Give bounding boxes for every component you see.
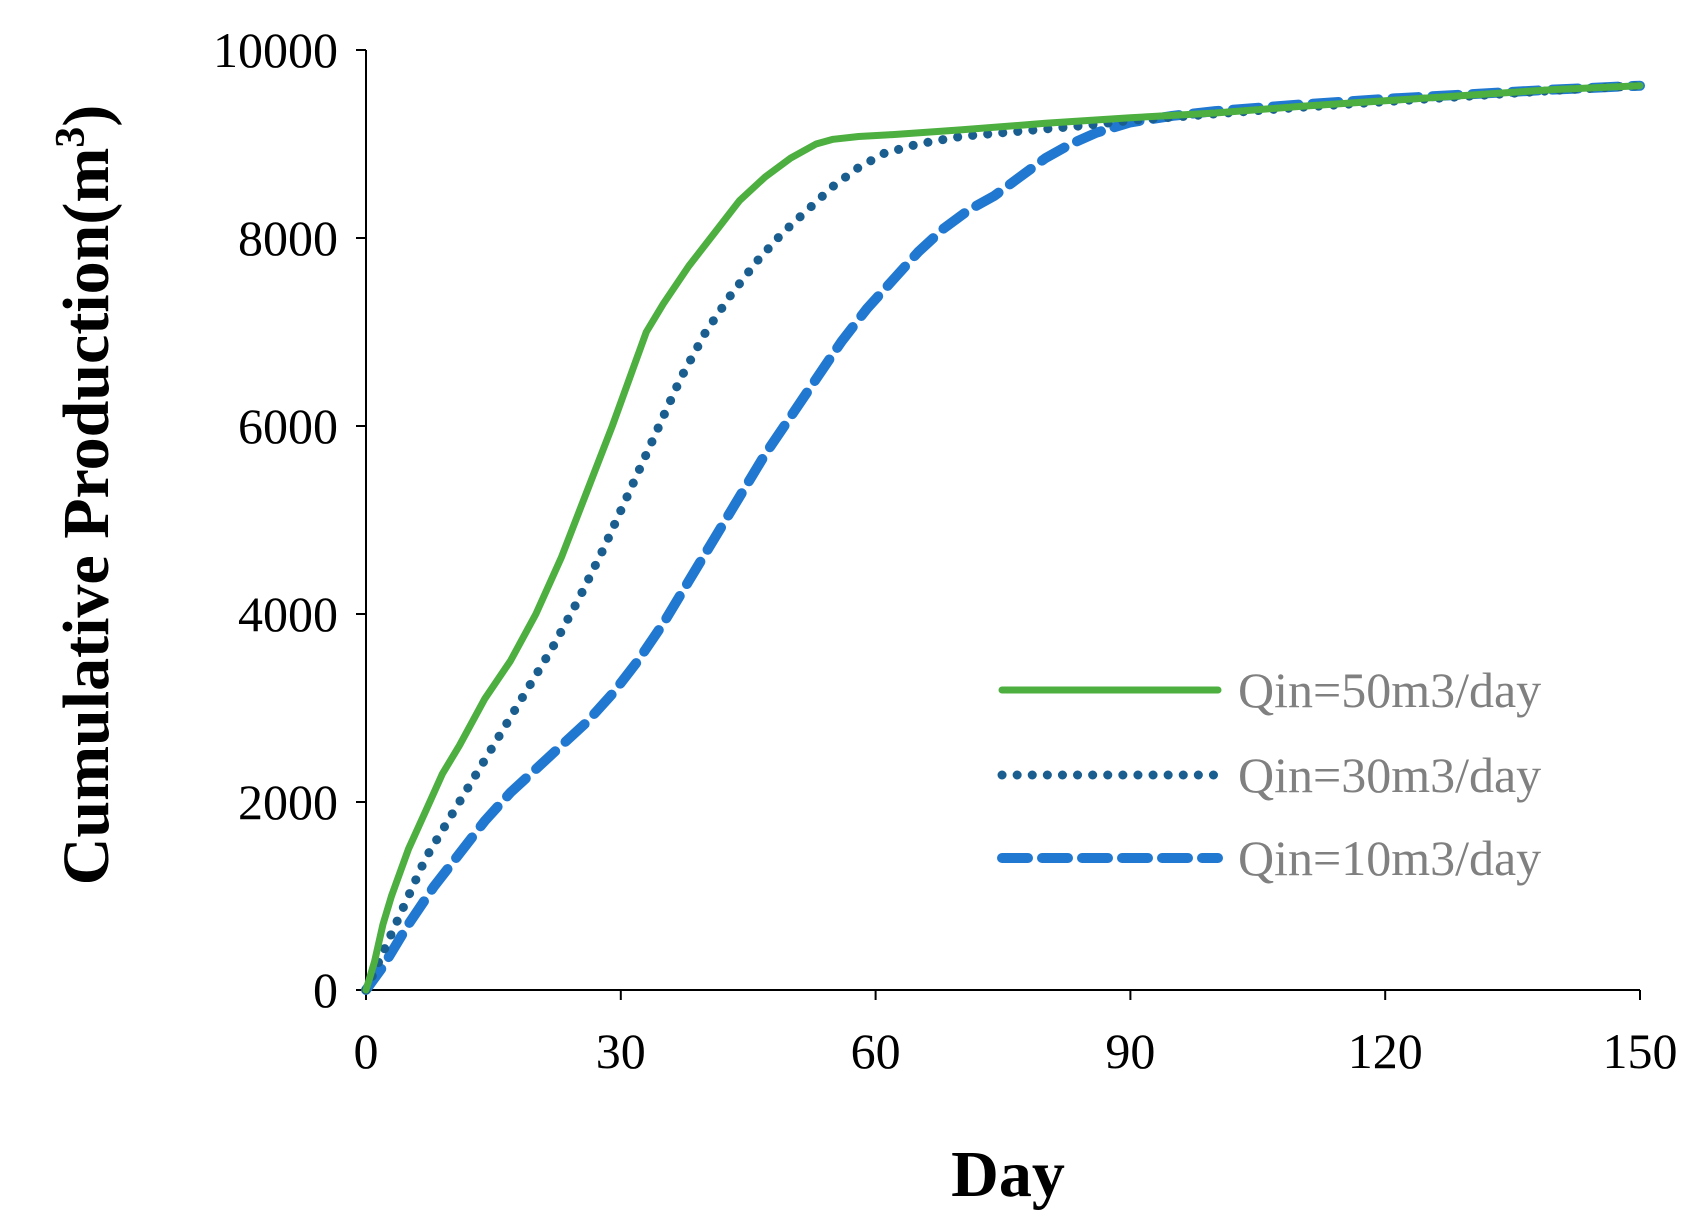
y-tick-label: 8000 bbox=[238, 210, 338, 266]
y-axis-title-main: Cumulative Production(m bbox=[50, 148, 123, 886]
y-tick-label: 4000 bbox=[238, 586, 338, 642]
x-tick-label: 60 bbox=[851, 1023, 901, 1079]
x-tick-label: 120 bbox=[1348, 1023, 1423, 1079]
legend-label: Qin=30m3/day bbox=[1238, 747, 1541, 803]
x-tick-label: 30 bbox=[596, 1023, 646, 1079]
y-tick-label: 0 bbox=[313, 962, 338, 1018]
y-axis-title-superscript: 3 bbox=[48, 127, 94, 148]
x-tick-label: 0 bbox=[354, 1023, 379, 1079]
series-line-dotted bbox=[361, 81, 1645, 995]
y-tick-label: 6000 bbox=[238, 398, 338, 454]
legend: Qin=50m3/day Qin=30m3/day Qin=10m3/day bbox=[997, 662, 1541, 886]
series-layer bbox=[361, 80, 1645, 995]
series-line-solid bbox=[362, 82, 1644, 994]
y-tick-label: 10000 bbox=[213, 22, 338, 78]
x-tick-label: 90 bbox=[1105, 1023, 1155, 1079]
axes: 0 2000 4000 6000 8000 10000 0 30 60 90 120 150 bbox=[213, 22, 1678, 1079]
y-axis-title: Cumulative Production(m3) bbox=[48, 105, 123, 886]
legend-label: Qin=10m3/day bbox=[1238, 830, 1541, 886]
y-tick-label: 2000 bbox=[238, 774, 338, 830]
x-tick-label: 150 bbox=[1603, 1023, 1678, 1079]
y-axis-title-close: ) bbox=[50, 105, 123, 127]
legend-label: Qin=50m3/day bbox=[1238, 662, 1541, 718]
x-axis-title: Day bbox=[951, 1138, 1065, 1211]
